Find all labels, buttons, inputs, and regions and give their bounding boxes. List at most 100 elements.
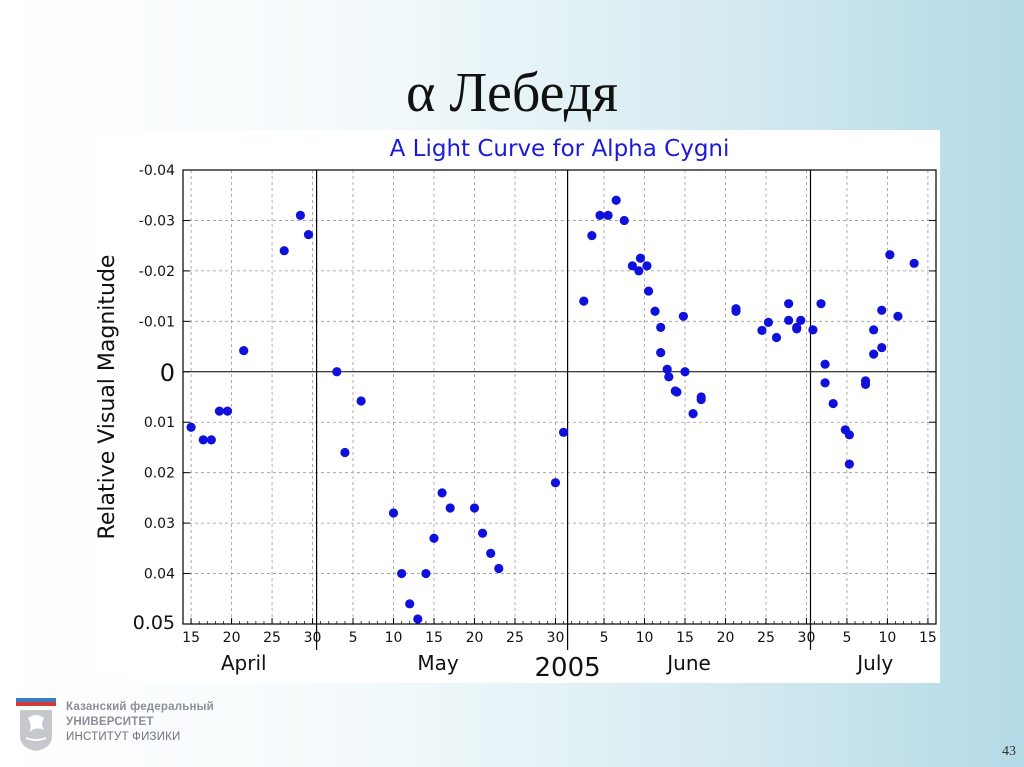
slide-title: α Лебедя (406, 62, 618, 124)
x-tick-label: 10 (636, 630, 654, 646)
data-point (757, 325, 767, 336)
data-point (429, 533, 439, 543)
y-tick-label: -0.03 (139, 213, 175, 229)
data-point (816, 299, 826, 309)
data-point (405, 599, 415, 609)
data-point (643, 286, 654, 296)
month-label: May (417, 651, 459, 675)
x-tick-label: 15 (919, 630, 937, 646)
data-point (869, 349, 879, 359)
data-point (792, 322, 802, 332)
x-tick-label: 5 (842, 630, 851, 646)
y-tick-label: 0 (160, 359, 175, 387)
university-emblem-icon (16, 698, 56, 751)
data-point (595, 210, 605, 220)
x-tick-label: 20 (223, 630, 241, 646)
data-point (696, 392, 706, 402)
data-point (820, 378, 830, 388)
y-tick-label: 0.04 (144, 567, 175, 583)
y-tick-label: 0.03 (144, 516, 175, 532)
data-point (672, 387, 682, 397)
data-point (844, 459, 854, 469)
x-tick-label: 30 (798, 630, 816, 646)
x-tick-label: 15 (676, 630, 694, 646)
data-point (860, 376, 871, 386)
data-point (877, 305, 887, 315)
data-point (397, 568, 407, 579)
university-logo-block: Казанский федеральный УНИВЕРСИТЕТ ИНСТИТ… (16, 698, 246, 758)
data-point (731, 304, 741, 314)
x-tick-label: 25 (263, 630, 281, 646)
grid-layer (183, 169, 936, 625)
data-point (796, 315, 806, 325)
light-curve-chart: A Light Curve for Alpha Cygni -0.04 -0.03 -… (90, 130, 940, 683)
data-point (388, 508, 399, 518)
data-point (332, 367, 342, 377)
plot-frame (182, 169, 937, 625)
data-point (279, 246, 289, 256)
data-point (656, 322, 666, 332)
month-label: July (855, 651, 893, 675)
y-tick-label: -0.02 (139, 264, 175, 280)
data-point (808, 325, 818, 335)
data-point (763, 317, 773, 327)
data-point (214, 406, 225, 416)
data-point (662, 364, 672, 374)
chart-canvas: A Light Curve for Alpha Cygni -0.04 -0.03 -… (95, 136, 937, 683)
data-point (771, 332, 782, 343)
data-point (656, 348, 666, 358)
institution-line1: Казанский федеральный (66, 701, 214, 713)
data-point (664, 372, 674, 382)
month-label: April (221, 651, 267, 675)
y-axis-label: Relative Visual Magnitude (95, 255, 120, 540)
chart-title: A Light Curve for Alpha Cygni (390, 136, 730, 162)
data-point (688, 409, 698, 419)
data-point (206, 435, 216, 445)
x-tick-label: 5 (349, 630, 358, 646)
data-point (635, 253, 646, 263)
x-tick-label: 5 (600, 630, 609, 646)
data-point (437, 488, 447, 498)
data-point (550, 478, 561, 488)
data-point (627, 261, 637, 271)
x-tick-label: 25 (757, 630, 775, 646)
data-point (445, 503, 455, 513)
data-point (579, 296, 589, 306)
data-point (469, 503, 480, 513)
data-point (239, 345, 249, 356)
axes-layer (182, 169, 937, 650)
page-number: 43 (1002, 744, 1016, 759)
data-point (303, 229, 314, 240)
data-point (828, 398, 838, 409)
x-axis-label: 2005 (535, 653, 601, 683)
data-point (885, 250, 895, 260)
data-point (198, 435, 208, 445)
data-point (820, 359, 830, 369)
data-point (558, 427, 569, 437)
x-tick-label: 30 (304, 630, 322, 646)
data-point (494, 563, 504, 574)
data-point (477, 528, 488, 538)
data-point (356, 396, 366, 406)
data-point (678, 311, 688, 321)
data-point (186, 422, 196, 432)
x-tick-label: 25 (506, 630, 524, 646)
x-tick-label: 10 (385, 630, 403, 646)
x-tick-label: 30 (547, 630, 565, 646)
y-tick-label: -0.04 (139, 163, 175, 179)
y-tick-label: 0.05 (133, 612, 175, 634)
data-point (421, 568, 431, 579)
data-point (611, 195, 621, 205)
institution-line2: УНИВЕРСИТЕТ (66, 716, 154, 728)
data-point (877, 342, 887, 353)
data-point (486, 548, 496, 558)
data-point (634, 266, 644, 276)
data-point (340, 447, 350, 458)
data-point (642, 261, 652, 271)
data-point (869, 325, 879, 335)
data-point (784, 315, 794, 325)
y-tick-label: -0.01 (139, 314, 175, 330)
x-tick-label: 20 (717, 630, 735, 646)
data-point (587, 230, 597, 241)
data-point (784, 299, 794, 309)
